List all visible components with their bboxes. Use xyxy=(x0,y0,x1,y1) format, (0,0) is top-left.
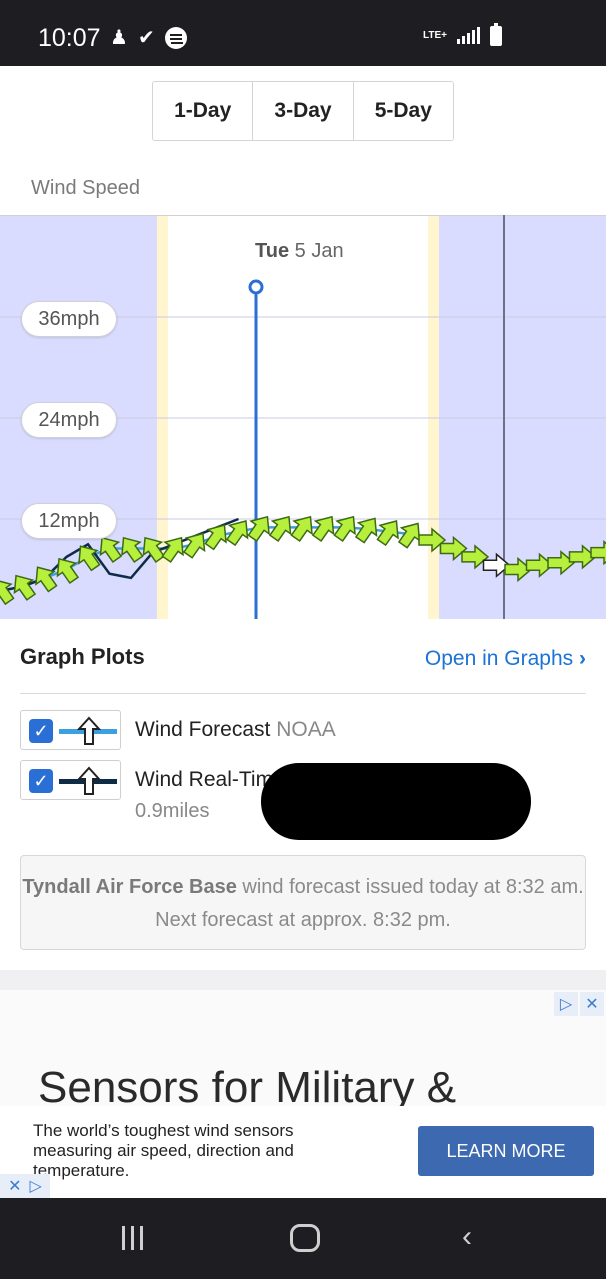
daylight-band xyxy=(168,215,428,619)
wind-arrow xyxy=(13,574,37,601)
checkbox-forecast[interactable]: ✓ xyxy=(29,719,53,743)
back-button[interactable]: ‹ xyxy=(462,1220,472,1253)
wind-arrow xyxy=(461,544,490,570)
ad-close-bottom[interactable]: ✕ ▷ xyxy=(0,1174,50,1198)
chart-day-label: Tue 5 Jan xyxy=(255,240,344,262)
cursor-handle[interactable] xyxy=(248,279,264,295)
legend-label-forecast: Wind Forecast xyxy=(135,718,271,741)
range-tabs: 1-Day 3-Day 5-Day xyxy=(152,81,454,141)
wind-chart[interactable]: 36mph 24mph 12mph xyxy=(0,215,606,619)
wind-arrow xyxy=(376,520,399,547)
wind-arrow xyxy=(547,550,576,576)
redaction-mark xyxy=(261,763,531,840)
wind-arrow xyxy=(204,524,227,551)
forecast-info-text: wind forecast issued today at 8:32 am. N… xyxy=(155,876,584,931)
wind-arrow xyxy=(590,540,606,566)
signal-icon xyxy=(457,27,480,44)
battery-icon xyxy=(490,23,502,46)
learn-more-button[interactable]: LEARN MORE xyxy=(418,1126,594,1176)
adchoices-icon[interactable]: ▷ xyxy=(554,992,578,1016)
legend-label-realtime: Wind Real-Tim xyxy=(135,768,274,791)
spotify-icon xyxy=(164,26,187,49)
notification-icon: ♟ xyxy=(110,27,128,49)
legend-swatch-realtime[interactable]: ✓ xyxy=(20,760,121,800)
wind-arrow xyxy=(525,552,554,578)
y-tick-12: 12mph xyxy=(21,503,117,539)
arrow-up-icon xyxy=(77,766,101,795)
advertisement[interactable]: Sensors for Military & The world’s tough… xyxy=(0,990,606,1198)
home-button[interactable] xyxy=(290,1224,320,1252)
wind-arrow xyxy=(225,520,249,547)
wind-arrow xyxy=(56,557,80,585)
wind-arrow xyxy=(142,536,166,564)
close-icon[interactable]: ✕ xyxy=(8,1178,22,1195)
status-time: 10:07 xyxy=(38,24,101,52)
forecast-location: Tyndall Air Force Base xyxy=(22,876,237,898)
wind-arrow xyxy=(333,515,356,542)
wind-arrow xyxy=(0,578,15,606)
legend-row-forecast[interactable]: ✓ Wind Forecast NOAA xyxy=(20,710,336,750)
wind-arrow xyxy=(311,515,335,542)
wind-arrow xyxy=(247,515,270,542)
ad-close-icon[interactable]: ✕ xyxy=(580,992,604,1016)
tab-1-day[interactable]: 1-Day xyxy=(153,82,254,140)
current-wind-arrow xyxy=(482,552,511,578)
forecast-info-box: Tyndall Air Force Base wind forecast iss… xyxy=(20,855,586,950)
ad-headline[interactable]: Sensors for Military & xyxy=(38,1063,457,1106)
network-type: LTE+ xyxy=(423,30,447,41)
wind-arrow xyxy=(354,517,378,544)
arrow-up-icon xyxy=(77,716,101,745)
tab-5-day[interactable]: 5-Day xyxy=(353,82,453,140)
wind-arrow xyxy=(121,536,144,564)
wind-chart-svg xyxy=(0,215,606,619)
legend-distance-realtime: 0.9miles xyxy=(135,800,210,822)
status-bar: 10:07 ♟ ✔ LTE+ xyxy=(0,0,606,66)
ad-body[interactable]: The world’s toughest wind sensors measur… xyxy=(33,1121,294,1180)
wind-arrow xyxy=(568,544,597,570)
wind-arrow xyxy=(504,556,533,583)
recent-apps-button[interactable] xyxy=(122,1226,143,1250)
system-nav-bar: ‹ xyxy=(0,1198,606,1279)
wind-arrow xyxy=(268,515,292,542)
y-tick-36: 36mph xyxy=(21,301,117,337)
wind-arrow xyxy=(182,532,206,559)
wind-arrow xyxy=(99,536,123,564)
adchoices-icon[interactable]: ▷ xyxy=(29,1178,42,1195)
legend-swatch-forecast[interactable]: ✓ xyxy=(20,710,121,750)
wind-arrow xyxy=(161,536,184,564)
graph-plots-title: Graph Plots xyxy=(20,644,145,669)
nike-icon: ✔ xyxy=(137,27,155,49)
open-in-graphs-link[interactable]: Open in Graphs › xyxy=(424,647,586,670)
wind-speed-title: Wind Speed xyxy=(31,177,140,199)
legend-row-realtime[interactable]: ✓ Wind Real-Tim xyxy=(20,760,273,800)
checkbox-realtime[interactable]: ✓ xyxy=(29,769,53,793)
divider xyxy=(20,693,586,694)
wind-arrow xyxy=(418,527,447,553)
separator xyxy=(0,970,606,990)
legend-source-forecast: NOAA xyxy=(276,718,336,741)
wind-arrow xyxy=(35,566,58,593)
y-tick-24: 24mph xyxy=(21,402,117,438)
wind-arrow xyxy=(439,535,468,562)
chevron-right-icon: › xyxy=(579,647,586,670)
wind-arrow xyxy=(290,515,313,542)
wind-arrow xyxy=(78,545,101,572)
tab-3-day[interactable]: 3-Day xyxy=(253,82,354,140)
